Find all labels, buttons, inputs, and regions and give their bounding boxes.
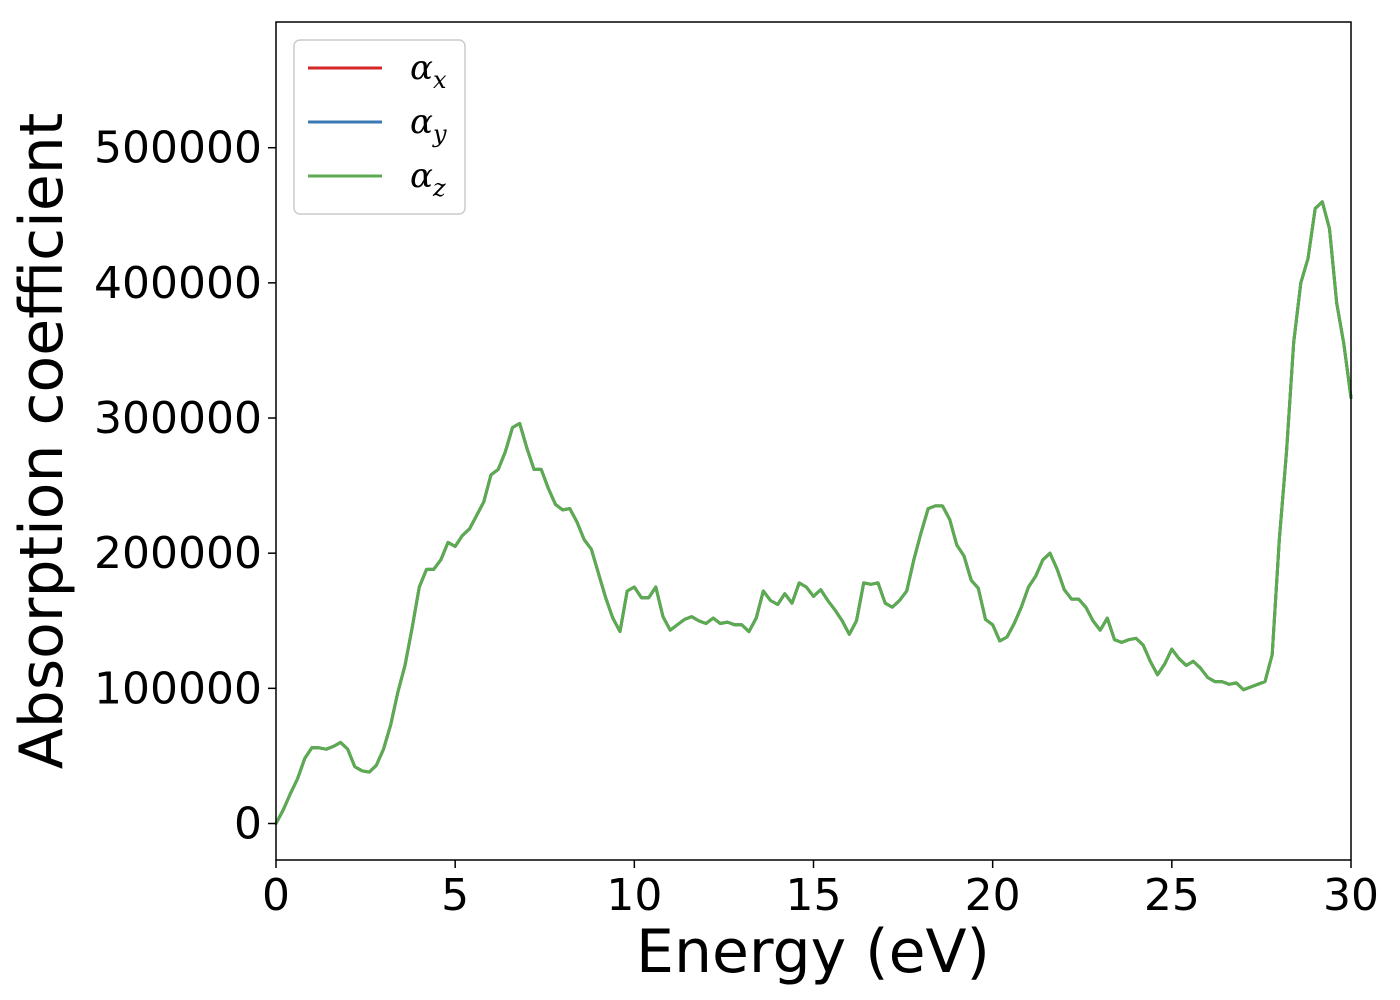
x-tick-label: 30 bbox=[1323, 870, 1379, 921]
x-tick-label: 10 bbox=[606, 870, 662, 921]
y-tick-label: 100000 bbox=[94, 663, 262, 714]
y-tick-label: 300000 bbox=[94, 393, 262, 444]
x-tick-label: 20 bbox=[965, 870, 1021, 921]
series-layer bbox=[274, 200, 1353, 825]
series-line-2 bbox=[274, 200, 1353, 825]
x-tick-label: 15 bbox=[786, 870, 842, 921]
y-tick-label: 0 bbox=[234, 799, 262, 850]
x-axis-title: Energy (eV) bbox=[636, 917, 990, 987]
y-tick-label: 200000 bbox=[94, 528, 262, 579]
y-tick-label: 500000 bbox=[94, 123, 262, 174]
x-tick-label: 25 bbox=[1144, 870, 1200, 921]
x-tick-label: 5 bbox=[441, 870, 469, 921]
y-tick-label: 400000 bbox=[94, 258, 262, 309]
y-axis-title: Absorption coefficient bbox=[7, 113, 77, 770]
y-axis: 0 100000 200000 300000 400000 500000 bbox=[94, 123, 276, 850]
x-tick-label: 0 bbox=[262, 870, 290, 921]
x-axis: 0 5 10 15 20 25 30 bbox=[262, 860, 1379, 921]
legend-box bbox=[293, 39, 466, 215]
